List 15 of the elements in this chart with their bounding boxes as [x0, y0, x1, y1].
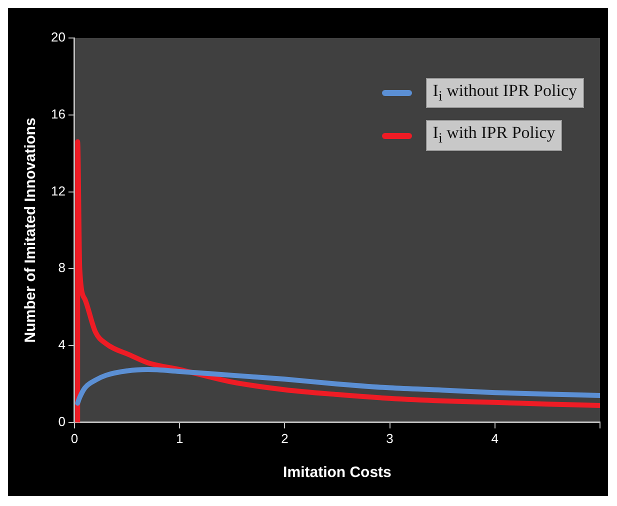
x-tick-label: 2	[281, 430, 288, 446]
legend-label: I$_{i}$ with IPR Policy	[426, 120, 562, 151]
y-tick-label: 0	[58, 414, 66, 429]
y-tick-label: 8	[58, 260, 66, 276]
y-axis-title: Number of Imitated Innovations	[22, 118, 40, 343]
y-tick-label: 4	[58, 337, 66, 352]
y-tick-label: 20	[50, 30, 66, 45]
legend-label: I$_{i}$ without IPR Policy	[426, 78, 584, 108]
x-tick-label: 4	[491, 430, 499, 446]
y-tick-label: 12	[50, 183, 66, 198]
y-tick-label: 16	[50, 106, 66, 122]
x-tick-label: 3	[386, 430, 394, 446]
x-tick-label: 1	[176, 430, 184, 446]
x-axis-title: Imitation Costs	[283, 464, 392, 482]
x-tick-label: 0	[70, 430, 78, 446]
